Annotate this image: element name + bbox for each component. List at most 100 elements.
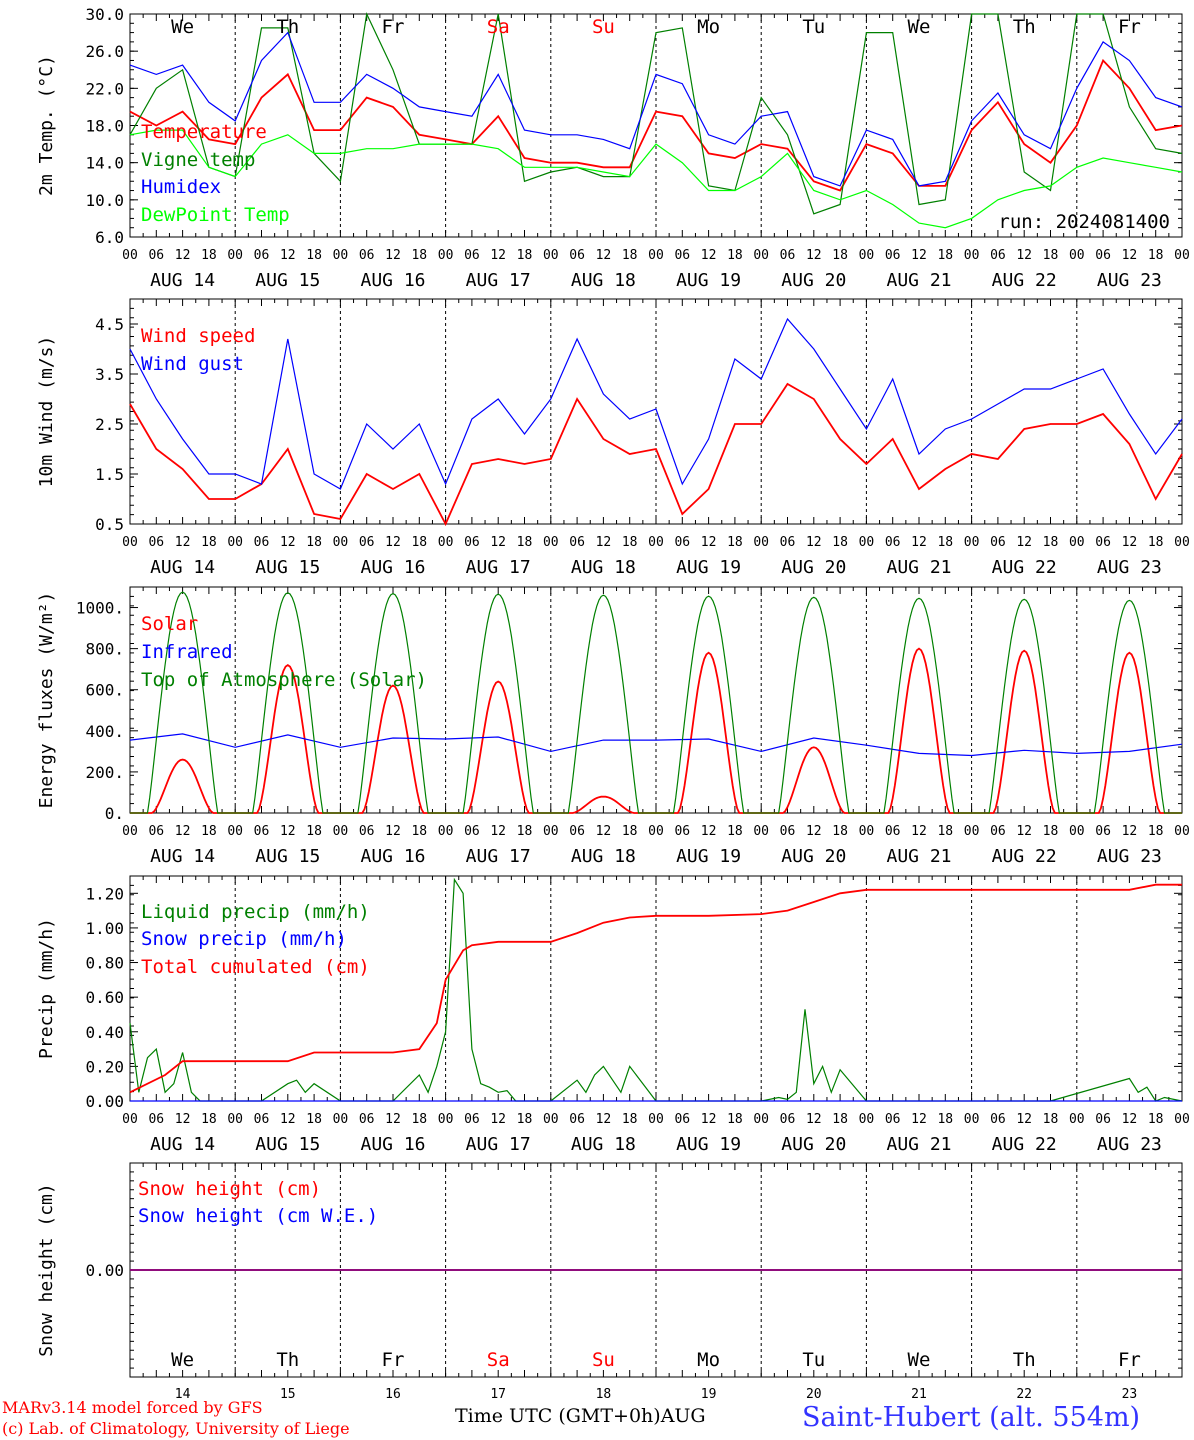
date-label: AUG 20: [781, 557, 846, 578]
weekday-label: Su: [592, 16, 615, 38]
x-axis-label: Time UTC (GMT+0h): [455, 1405, 661, 1427]
y-tick-label: 30.0: [85, 5, 124, 24]
date-label: AUG 18: [571, 557, 636, 578]
date-label: AUG 17: [466, 846, 531, 867]
hour-tick-label: 06: [780, 824, 796, 839]
hour-tick-label: 18: [937, 1112, 953, 1127]
hour-tick-label: 18: [201, 1112, 217, 1127]
series-wind-speed: [129, 382, 1183, 527]
y-tick-label: 0.40: [85, 1023, 124, 1042]
hour-tick-label: 18: [727, 1112, 743, 1127]
weekday-label: Th: [276, 1349, 299, 1371]
hour-tick-label: 00: [1069, 535, 1085, 550]
series-top-of-atmosphere-solar: [130, 591, 1182, 814]
date-label: AUG 23: [1097, 846, 1162, 867]
y-tick-label: 1.20: [85, 884, 124, 903]
hour-tick-label: 06: [990, 1112, 1006, 1127]
legend-entry: Temperature: [141, 121, 267, 143]
hour-tick-label: 00: [648, 824, 664, 839]
y-axis-label: Snow height (cm): [36, 1183, 57, 1356]
y-tick-label: 0.5: [95, 515, 124, 534]
legend-entry: Wind gust: [141, 353, 244, 375]
weekday-label: Tu: [802, 16, 825, 38]
hour-tick-label: 12: [1122, 248, 1138, 263]
weekday-label: We: [171, 16, 194, 38]
hour-tick-label: 06: [464, 1112, 480, 1127]
hour-tick-label: 18: [832, 535, 848, 550]
legend-entry: Snow height (cm): [138, 1178, 321, 1200]
station-name: Saint-Hubert (alt. 554m): [802, 1402, 1141, 1433]
y-tick-label: 1.5: [95, 465, 124, 484]
series-infrared: [129, 733, 1183, 757]
hour-tick-label: 18: [411, 824, 427, 839]
hour-tick-label: 12: [1122, 1112, 1138, 1127]
hour-tick-label: 18: [306, 248, 322, 263]
hour-tick-label: 06: [464, 535, 480, 550]
hour-tick-label: 06: [885, 824, 901, 839]
hour-tick-label: 00: [1174, 824, 1190, 839]
weekday-label: Fr: [382, 1349, 405, 1371]
y-tick-label: 26.0: [85, 42, 124, 61]
y-axis-label: Precip (mm/h): [36, 918, 57, 1059]
y-tick-label: 2.5: [95, 415, 124, 434]
hour-tick-label: 18: [1043, 535, 1059, 550]
hour-tick-label: 00: [753, 1112, 769, 1127]
hour-tick-label: 00: [859, 248, 875, 263]
hour-tick-label: 06: [780, 1112, 796, 1127]
hour-tick-label: 06: [674, 248, 690, 263]
hour-tick-label: 18: [832, 824, 848, 839]
y-tick-label: 0.: [105, 804, 124, 823]
hour-tick-label: 12: [175, 535, 191, 550]
hour-tick-label: 12: [1122, 824, 1138, 839]
hour-tick-label: 00: [227, 248, 243, 263]
hour-tick-label: 06: [148, 824, 164, 839]
legend-entry: Infrared: [141, 641, 233, 663]
hour-tick-label: 18: [937, 535, 953, 550]
hour-tick-label: 12: [596, 824, 612, 839]
hour-tick-label: 00: [648, 535, 664, 550]
date-label: AUG 19: [676, 1134, 741, 1155]
hour-tick-label: 06: [254, 1112, 270, 1127]
hour-tick-label: 12: [385, 824, 401, 839]
hour-tick-label: 06: [569, 535, 585, 550]
panel-temperature: [129, 11, 1183, 238]
hour-tick-label: 18: [306, 535, 322, 550]
date-label: AUG 19: [676, 270, 741, 291]
weekday-label: Fr: [1118, 16, 1141, 38]
x-axis-title: Time UTC (GMT+0h)AUG: [455, 1405, 706, 1427]
hour-tick-label: 06: [254, 824, 270, 839]
hour-tick-label: 12: [911, 248, 927, 263]
date-label: AUG 14: [150, 1134, 215, 1155]
hour-tick-label: 12: [806, 824, 822, 839]
hour-tick-label: 12: [175, 824, 191, 839]
hour-tick-label: 06: [885, 535, 901, 550]
date-label: AUG 14: [150, 270, 215, 291]
run-annotation: run: 2024081400: [998, 211, 1170, 233]
y-axis-label: 10m Wind (m/s): [36, 336, 57, 488]
weekday-label: We: [908, 16, 931, 38]
date-label: AUG 21: [886, 846, 951, 867]
hour-tick-label: 12: [596, 1112, 612, 1127]
hour-tick-label: 00: [964, 1112, 980, 1127]
series-vigne-temp: [129, 11, 1183, 215]
hour-tick-label: 06: [1095, 824, 1111, 839]
hour-tick-label: 12: [1122, 535, 1138, 550]
hour-tick-label: 00: [1174, 1112, 1190, 1127]
date-label: AUG 22: [992, 846, 1057, 867]
y-tick-label: 1.00: [85, 919, 124, 938]
hour-tick-label: 18: [201, 824, 217, 839]
hour-tick-label: 06: [569, 1112, 585, 1127]
hour-tick-label: 12: [701, 824, 717, 839]
legend-entry: Total cumulated (cm): [141, 956, 370, 978]
hour-tick-label: 06: [990, 248, 1006, 263]
y-tick-label: 0.60: [85, 988, 124, 1007]
hour-tick-label: 12: [806, 535, 822, 550]
date-label: AUG 16: [360, 270, 425, 291]
hour-tick-label: 06: [674, 535, 690, 550]
date-label: AUG 15: [255, 1134, 320, 1155]
hour-tick-label: 00: [543, 1112, 559, 1127]
date-label: AUG 21: [886, 1134, 951, 1155]
legend-entry: Snow height (cm W.E.): [138, 1205, 378, 1227]
hour-tick-label: 18: [517, 824, 533, 839]
